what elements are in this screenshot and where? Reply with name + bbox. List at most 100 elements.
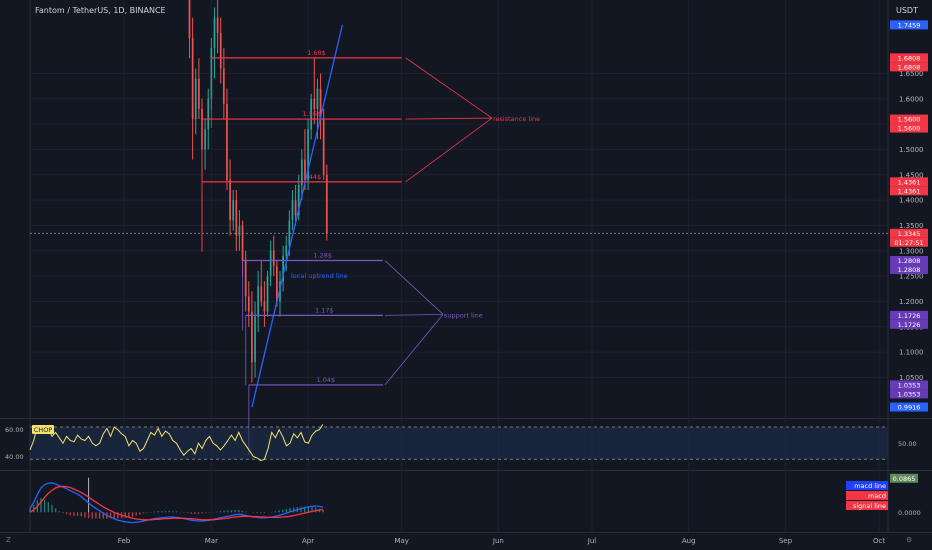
candle-body <box>285 245 288 256</box>
chop-title-badge <box>32 425 54 434</box>
macd-line <box>29 482 324 524</box>
price-label-badge <box>890 319 928 329</box>
price-label-badge <box>890 186 928 196</box>
candle-body <box>244 260 247 297</box>
candle-body <box>198 78 200 109</box>
price-label-text: 0.9916 <box>898 404 921 412</box>
currency-label[interactable]: USDT <box>896 6 918 15</box>
price-label-text: 1.2808 <box>898 257 921 265</box>
macd-legend-badge <box>846 491 888 500</box>
candle-body <box>266 276 269 312</box>
y-tick-label: 1.0500 <box>899 374 924 382</box>
x-tick-label: Oct <box>873 537 885 545</box>
x-tick-label: Apr <box>302 537 314 545</box>
candle-body <box>322 119 325 175</box>
chop-band <box>30 427 888 460</box>
symbol-title: Fantom / TetherUS, 1D, BINANCE <box>35 6 166 15</box>
price-label-badge <box>890 114 928 124</box>
candle-body <box>254 316 256 363</box>
macd-legend-label: macd line <box>854 482 886 490</box>
y-tick-label: 1.4500 <box>899 171 924 179</box>
candle-body <box>269 250 272 277</box>
x-tick-label: Mar <box>205 537 218 545</box>
x-tick-label: Jun <box>492 537 504 545</box>
candle-body <box>300 159 303 185</box>
uptrend-label: local uptrend line <box>291 272 348 280</box>
macd-legend-badge <box>846 501 888 510</box>
y-tick-label: 1.1000 <box>899 349 924 357</box>
candle-body <box>276 266 278 302</box>
price-label-badge <box>890 402 928 412</box>
uptrend-line <box>251 24 344 408</box>
price-label-text: 1.7459 <box>898 21 921 29</box>
y-tick-label: 1.2500 <box>899 273 924 281</box>
candle-body <box>222 68 225 104</box>
price-label-text: 1.0353 <box>898 390 921 398</box>
resistance-level-label: 1.56$ <box>303 110 322 118</box>
resistance-arrow <box>405 57 493 119</box>
chop-y-tick: 40.00 <box>5 453 24 461</box>
x-tick-label: Jul <box>587 537 597 545</box>
y-tick-label: 1.6000 <box>899 95 924 103</box>
price-label-text: 1.1726 <box>898 312 921 320</box>
x-tick-label: May <box>394 537 408 545</box>
candle-body <box>194 78 197 120</box>
price-label-badge <box>890 62 928 72</box>
price-label-text: 1.0353 <box>898 381 921 389</box>
candle-body <box>238 225 241 236</box>
support-arrow <box>384 314 444 386</box>
candle-body <box>307 129 309 180</box>
candle-body <box>219 32 222 69</box>
price-label-text: 1.5600 <box>898 125 921 133</box>
timezone-icon[interactable]: Z <box>6 536 11 544</box>
y-tick-label: 1.6500 <box>899 70 924 78</box>
candle-body <box>319 88 322 120</box>
price-label-badge <box>890 256 928 266</box>
price-label-text: 1.6808 <box>898 63 921 71</box>
price-label-badge <box>890 389 928 399</box>
macd-y-tick: 0.0000 <box>898 509 921 517</box>
chop-y-tick: 60.00 <box>5 426 24 434</box>
price-label-badge <box>890 53 928 63</box>
price-label-badge <box>890 380 928 390</box>
candle-body <box>282 255 284 282</box>
price-label-badge <box>890 20 928 30</box>
price-label-badge <box>890 177 928 187</box>
macd-legend-label: signal line <box>853 502 886 510</box>
price-label-badge <box>890 265 928 275</box>
candle-body <box>291 200 294 221</box>
resistance-level-label: 1.68$ <box>307 49 326 57</box>
candle-body <box>229 179 231 221</box>
resistance-arrow <box>405 117 493 120</box>
macd-legend-badge <box>846 481 888 490</box>
candle-body <box>251 311 253 363</box>
candle-body <box>257 286 260 317</box>
macd-y-tick: 0.0865 <box>893 475 916 483</box>
candle-body <box>226 103 228 180</box>
price-label-text: 01:27:51 <box>894 239 923 247</box>
candle-body <box>232 200 235 221</box>
price-label-badge <box>890 228 928 238</box>
candle-body <box>316 88 319 109</box>
y-tick-label: 1.3000 <box>899 247 924 255</box>
support-level-label: 1.17$ <box>315 306 334 314</box>
candle-body <box>325 174 328 234</box>
price-label-text: 1.4361 <box>898 178 921 186</box>
macd-value-badge <box>890 473 918 483</box>
support-arrow <box>384 260 444 315</box>
y-tick-label: 1.5000 <box>899 146 924 154</box>
y-tick-label: 1.2000 <box>899 298 924 306</box>
support-arrow <box>384 313 444 316</box>
settings-icon[interactable]: ⚙ <box>906 536 913 544</box>
candle-body <box>313 98 316 109</box>
resistance-level-label: 1.44$ <box>303 173 322 181</box>
candle-body <box>263 301 266 312</box>
chop-axis-label: 50.00 <box>898 440 917 448</box>
candle-body <box>294 200 297 216</box>
price-label-text: 1.1726 <box>898 321 921 329</box>
x-tick-label: Aug <box>682 537 696 545</box>
candle-body <box>235 200 238 236</box>
price-label-badge <box>890 237 928 247</box>
